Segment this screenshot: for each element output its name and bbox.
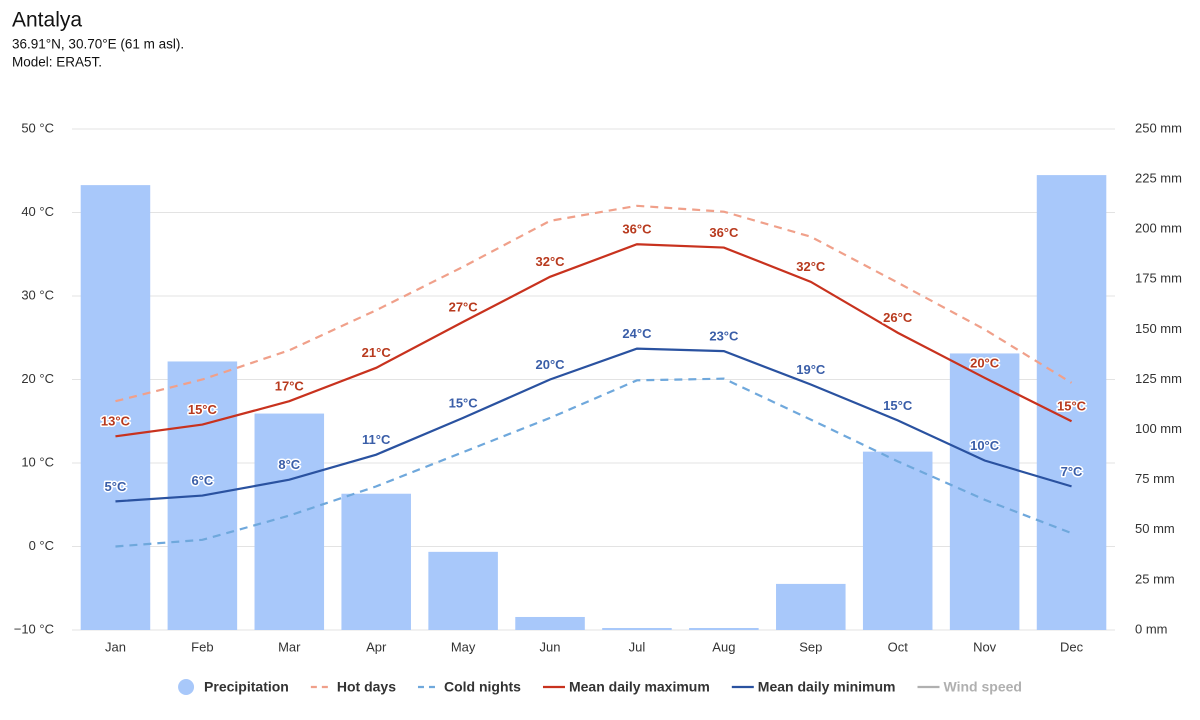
data-label: 32°C — [536, 254, 566, 269]
y-tick-label: 50 °C — [21, 120, 54, 135]
x-tick-label: Mar — [278, 639, 301, 654]
data-label: 20°C — [970, 355, 1000, 370]
legend-label: Mean daily minimum — [758, 679, 896, 695]
bar — [862, 451, 933, 630]
x-tick-label: Sep — [799, 639, 822, 654]
data-label: 27°C — [449, 299, 479, 314]
legend-label: Precipitation — [204, 679, 289, 695]
line — [115, 243, 1073, 438]
bar — [689, 627, 759, 630]
x-tick-label: Jan — [105, 639, 126, 654]
data-label: 15°C — [883, 398, 913, 413]
bar — [1036, 175, 1107, 631]
y2-tick-label: 100 mm — [1135, 421, 1182, 436]
data-label: 15°C — [449, 395, 479, 410]
data-label: 24°C — [622, 326, 652, 341]
y-tick-label: 40 °C — [21, 204, 54, 219]
data-label: 19°C — [796, 362, 826, 377]
legend-label: Hot days — [337, 679, 396, 695]
y2-tick-label: 25 mm — [1135, 571, 1175, 586]
x-tick-label: Oct — [888, 639, 909, 654]
x-tick-label: Feb — [191, 639, 213, 654]
y2-tick-label: 50 mm — [1135, 521, 1175, 536]
data-label: 26°C — [883, 310, 913, 325]
y-tick-label: 20 °C — [21, 371, 54, 386]
data-label: 17°C — [275, 379, 305, 394]
data-label: 23°C — [709, 329, 739, 344]
y-tick-label: 0 °C — [29, 538, 54, 553]
bar — [776, 583, 846, 630]
x-tick-label: May — [451, 639, 476, 654]
data-label: 21°C — [362, 345, 392, 360]
y2-tick-label: 250 mm — [1135, 120, 1182, 135]
y-tick-label: 10 °C — [21, 454, 54, 469]
legend: Precipitation Hot days Cold nights Mean dai… — [178, 679, 1022, 695]
y-tick-label: 30 °C — [21, 287, 54, 302]
data-label: 11°C — [362, 432, 391, 447]
data-label: 5°C — [105, 479, 127, 494]
x-tick-label: Jul — [629, 639, 646, 654]
y-tick-label: −10 °C — [14, 621, 54, 636]
legend-symbol — [178, 679, 195, 695]
line — [115, 347, 1072, 503]
y2-tick-label: 150 mm — [1135, 321, 1182, 336]
chart-title: Antalya — [12, 9, 82, 32]
data-label: 15°C — [188, 402, 218, 417]
bar — [80, 185, 151, 630]
bar — [428, 551, 498, 630]
data-label: 15°C — [1057, 399, 1087, 414]
y2-tick-label: 0 mm — [1135, 621, 1168, 636]
bar — [515, 616, 585, 630]
data-label: 10°C — [970, 438, 1000, 453]
data-label: 13°C — [101, 414, 131, 429]
y2-tick-label: 225 mm — [1135, 171, 1182, 186]
data-label: 7°C — [1061, 464, 1083, 479]
bar — [949, 353, 1020, 630]
y2-tick-label: 125 mm — [1135, 371, 1182, 386]
y2-tick-label: 200 mm — [1135, 221, 1182, 236]
data-label: 6°C — [191, 473, 213, 488]
x-tick-label: Apr — [366, 639, 387, 654]
x-tick-label: Aug — [712, 639, 735, 654]
data-label: 32°C — [796, 259, 826, 274]
line — [115, 377, 1072, 548]
bar — [602, 627, 672, 630]
data-label: 20°C — [536, 357, 566, 372]
x-tick-label: Nov — [973, 639, 997, 654]
x-tick-label: Jun — [540, 639, 561, 654]
legend-label: Wind speed — [944, 679, 1022, 695]
data-label: 36°C — [622, 222, 652, 237]
legend-label: Cold nights — [444, 679, 521, 695]
data-label: 8°C — [278, 457, 300, 472]
data-label: 36°C — [709, 225, 739, 240]
x-tick-label: Dec — [1060, 639, 1084, 654]
legend-label: Mean daily maximum — [569, 679, 710, 695]
bar — [341, 493, 411, 630]
chart-subtitle: 36.91°N, 30.70°E (61 m asl). — [12, 37, 184, 52]
line — [115, 204, 1073, 403]
y2-tick-label: 175 mm — [1135, 271, 1182, 286]
y2-tick-label: 75 mm — [1135, 471, 1175, 486]
bar — [254, 413, 325, 630]
chart-subtitle: Model: ERA5T. — [12, 55, 102, 70]
